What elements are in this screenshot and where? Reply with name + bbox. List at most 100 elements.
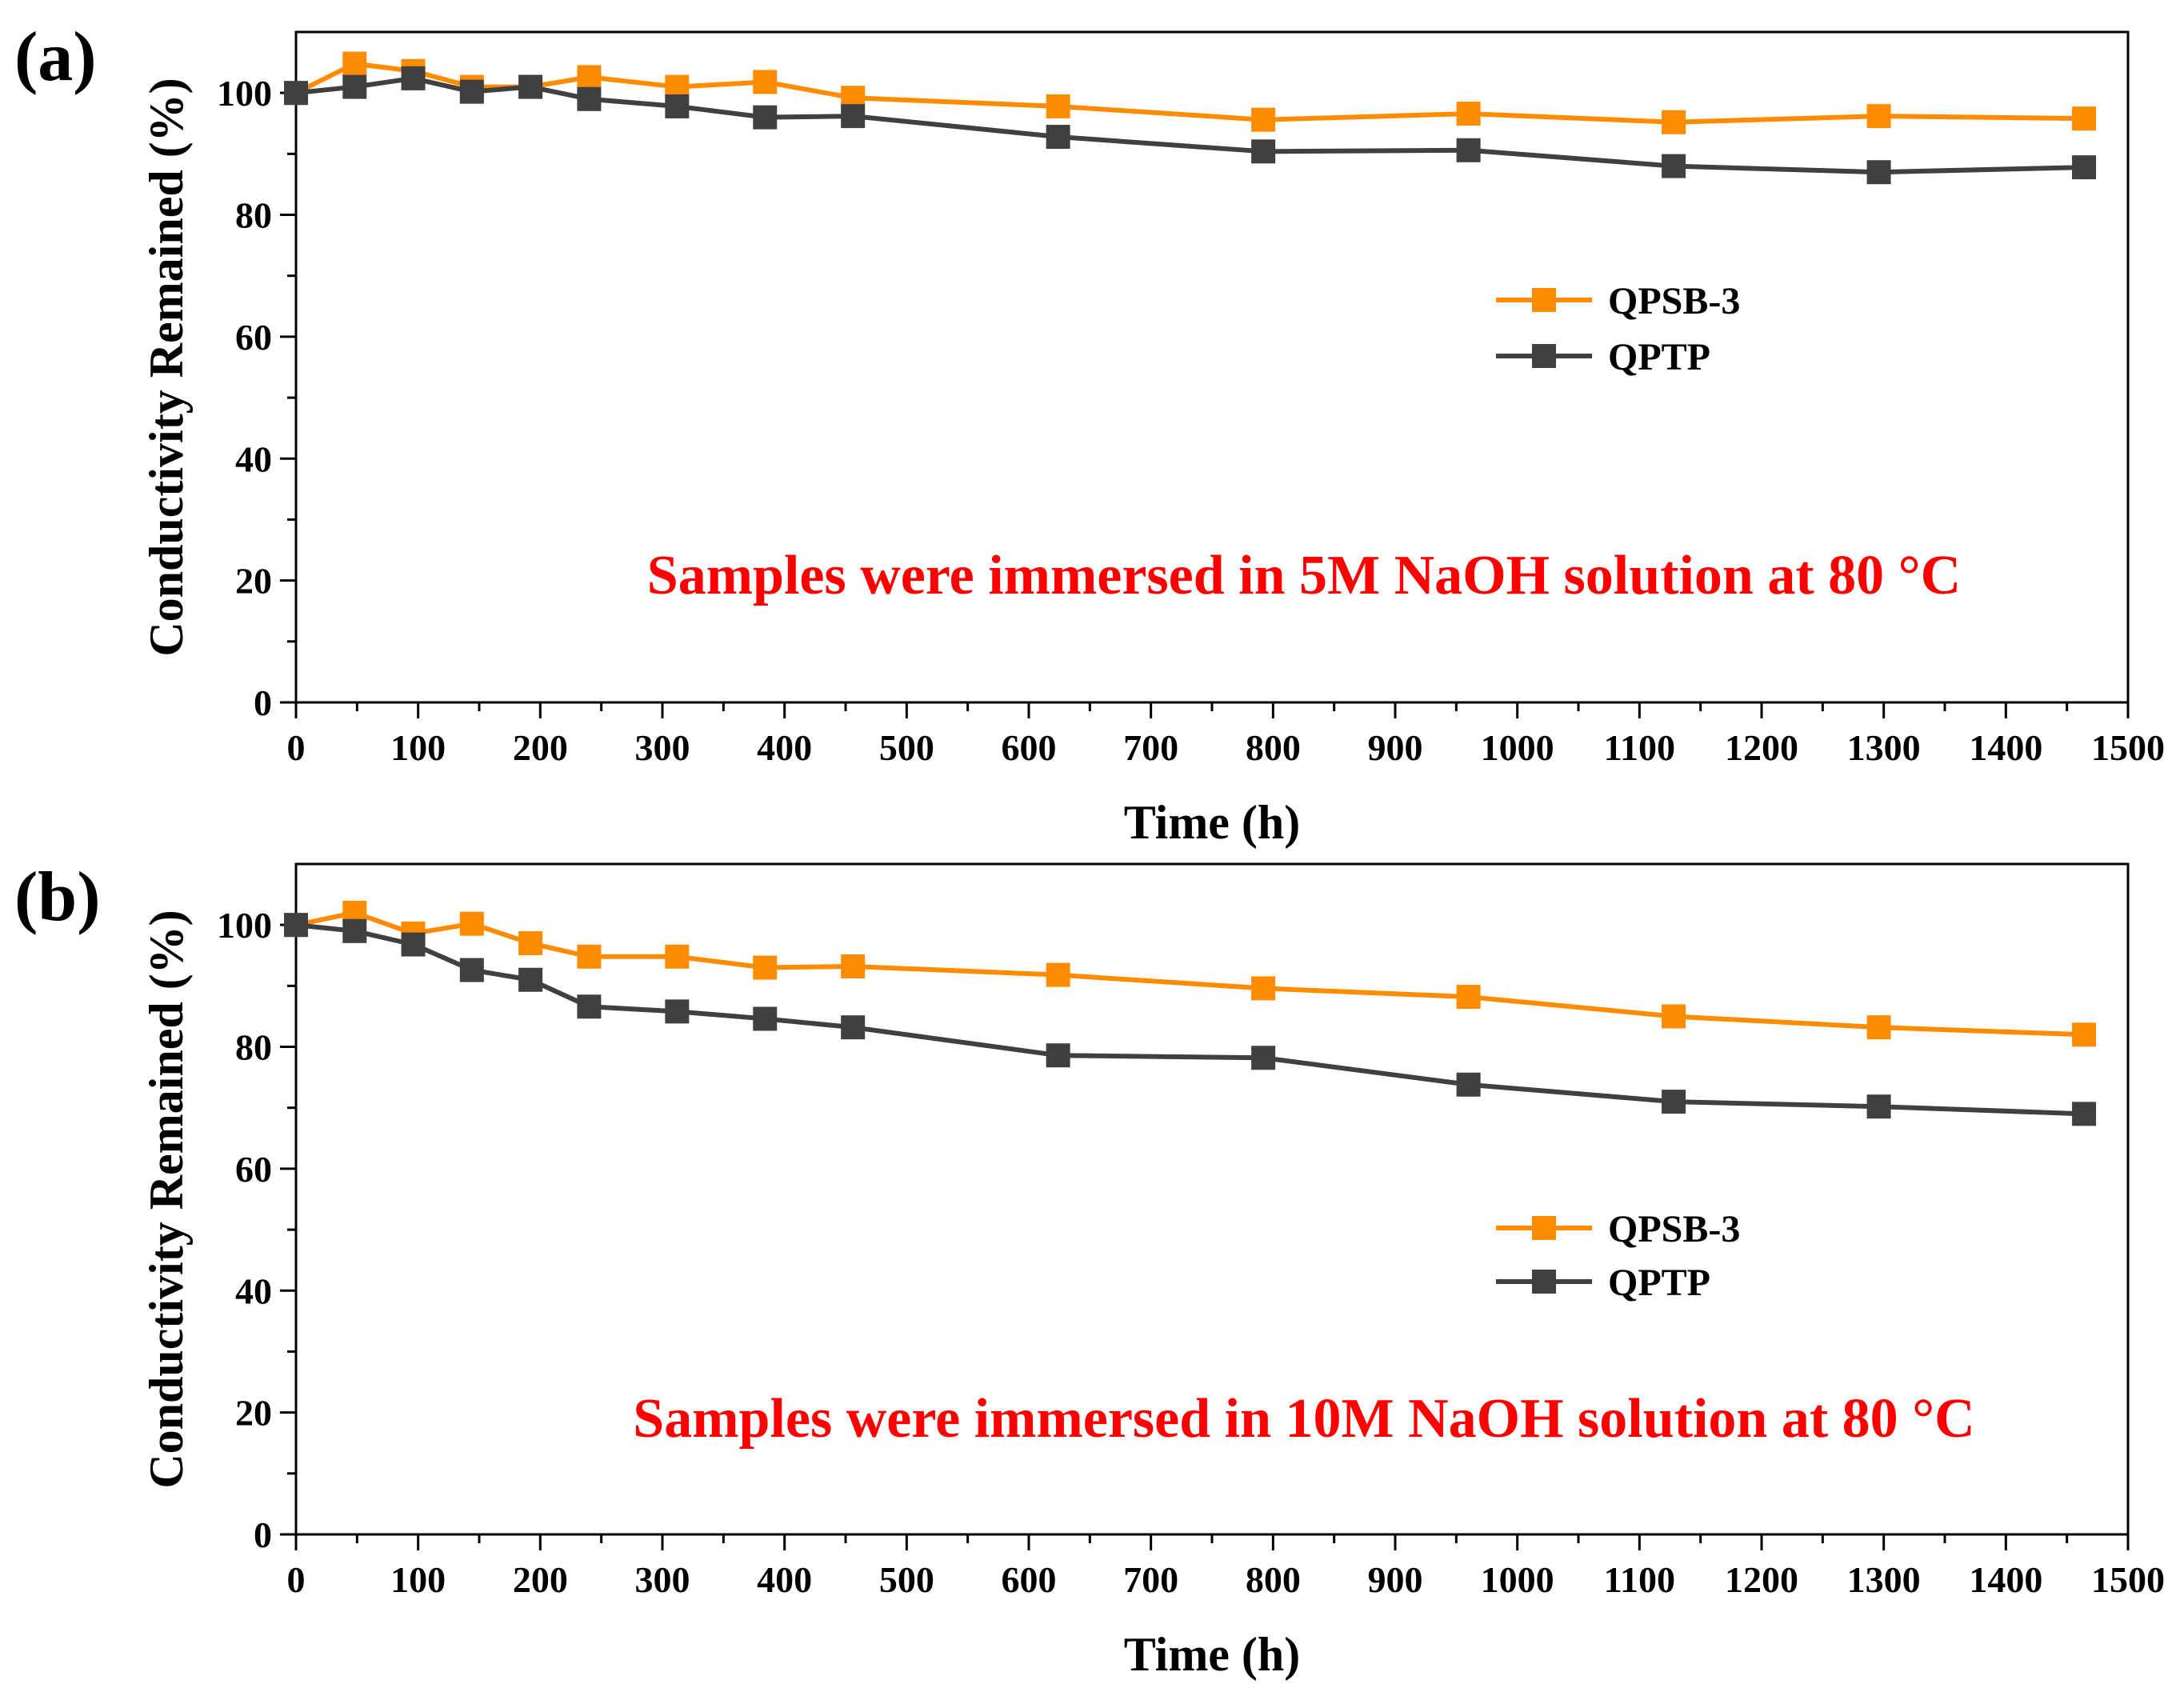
- data-point: [459, 958, 484, 982]
- y-tick-label: 60: [235, 317, 272, 358]
- x-axis-title: Time (h): [1124, 1628, 1301, 1681]
- series-qptp: [284, 913, 2097, 1126]
- x-tick-label: 1500: [2091, 1559, 2165, 1600]
- x-tick-label: 900: [1368, 1559, 1423, 1600]
- data-point: [841, 1015, 866, 1040]
- data-point: [1662, 154, 1686, 178]
- data-point: [1866, 160, 1891, 185]
- data-point: [2072, 1022, 2097, 1047]
- data-point: [2072, 1102, 2097, 1126]
- series-line: [295, 75, 2085, 175]
- legend: QPSB-3 QPTP: [1496, 280, 1740, 378]
- x-tick-label: 400: [757, 727, 812, 768]
- x-tick-label: 1100: [1604, 1559, 1675, 1600]
- data-point: [1662, 110, 1686, 134]
- y-tick-label: 40: [235, 1270, 272, 1311]
- y-tick-label: 60: [235, 1149, 272, 1190]
- x-tick-label: 1000: [1481, 1559, 1554, 1600]
- data-point: [1866, 104, 1891, 129]
- data-point: [753, 1006, 778, 1031]
- data-point: [342, 918, 367, 943]
- data-point: [1251, 107, 1276, 132]
- data-point: [2072, 155, 2097, 180]
- x-tick-label: 600: [1002, 1559, 1057, 1600]
- chart-panel-b: 0 100 200 300 400 500 600 700 800 900 1000 1100 1200…: [14, 858, 2165, 1681]
- data-point: [665, 944, 690, 969]
- data-point: [1456, 138, 1481, 162]
- data-point: [1866, 1015, 1891, 1040]
- x-tick-label: 1200: [1725, 727, 1798, 768]
- x-tick-label: 700: [1123, 1559, 1178, 1600]
- x-tick-label: 400: [757, 1559, 812, 1600]
- data-point: [1251, 976, 1276, 1001]
- y-tick-label: 20: [235, 1393, 272, 1434]
- x-tick-label: 1000: [1481, 727, 1554, 768]
- annotation-text: Samples were immersed in 10M NaOH soluti…: [633, 1388, 1974, 1450]
- legend-label: QPSB-3: [1608, 1208, 1740, 1250]
- legend-label: QPSB-3: [1608, 280, 1740, 322]
- series-qpsb-3: [284, 900, 2097, 1047]
- data-point: [518, 931, 543, 956]
- panel-label: (b): [14, 858, 101, 936]
- data-point: [753, 70, 778, 94]
- chart-panel-a: 0 100 200 300 400 500 600 700 800 900 1000 1100 1200…: [14, 18, 2165, 849]
- data-point: [577, 86, 602, 111]
- x-tick-label: 200: [513, 1559, 568, 1600]
- data-point: [342, 51, 367, 76]
- legend-label: QPTP: [1608, 336, 1710, 378]
- data-point: [577, 994, 602, 1019]
- x-tick-label: 100: [390, 727, 446, 768]
- data-point: [1046, 1043, 1070, 1068]
- series-qptp: [284, 66, 2097, 185]
- x-tick-label: 900: [1368, 727, 1423, 768]
- annotation-text: Samples were immersed in 5M NaOH solutio…: [647, 545, 1961, 606]
- x-tick-label: 600: [1002, 727, 1057, 768]
- x-tick-label: 1500: [2091, 727, 2165, 768]
- x-tick-label: 100: [390, 1559, 446, 1600]
- data-point: [1251, 1046, 1276, 1070]
- data-point: [1866, 1094, 1891, 1119]
- data-point: [401, 66, 426, 90]
- data-point: [1456, 1072, 1481, 1097]
- x-axis-title: Time (h): [1124, 796, 1301, 849]
- x-tick-label: 0: [287, 1559, 306, 1600]
- y-tick-label: 80: [235, 195, 272, 236]
- x-tick-label: 1100: [1604, 727, 1675, 768]
- data-point: [577, 65, 602, 90]
- x-tick-label: 1400: [1969, 1559, 2042, 1600]
- data-point: [753, 105, 778, 130]
- data-point: [841, 104, 866, 129]
- data-point: [518, 967, 543, 992]
- y-axis-title: Conductivity Remained (%): [140, 910, 193, 1488]
- x-tick-label: 300: [635, 1559, 690, 1600]
- y-tick-label: 40: [235, 438, 272, 479]
- y-tick-label: 80: [235, 1027, 272, 1068]
- legend-marker: [1532, 1216, 1556, 1240]
- data-point: [1456, 102, 1481, 126]
- series-line: [295, 910, 2085, 1038]
- x-tick-label: 1200: [1725, 1559, 1798, 1600]
- x-tick-label: 1400: [1969, 727, 2042, 768]
- data-point: [401, 932, 426, 957]
- data-point: [665, 999, 690, 1024]
- data-point: [342, 74, 367, 99]
- x-tick-label: 500: [879, 1559, 934, 1600]
- x-tick-label: 800: [1246, 727, 1301, 768]
- data-point: [459, 79, 484, 104]
- data-point: [753, 955, 778, 980]
- x-tick-label: 200: [513, 727, 568, 768]
- legend-label: QPTP: [1608, 1262, 1710, 1304]
- x-tick-label: 300: [635, 727, 690, 768]
- legend-marker: [1532, 344, 1556, 368]
- legend: QPSB-3 QPTP: [1496, 1208, 1740, 1304]
- data-point: [665, 94, 690, 118]
- data-point: [1046, 125, 1070, 150]
- data-point: [2072, 106, 2097, 131]
- y-tick-label: 0: [254, 1514, 272, 1555]
- x-tick-label: 700: [1123, 727, 1178, 768]
- legend-marker: [1532, 288, 1556, 312]
- y-tick-label: 20: [235, 561, 272, 602]
- y-tick-label: 0: [254, 682, 272, 723]
- panel-label: (a): [14, 18, 97, 96]
